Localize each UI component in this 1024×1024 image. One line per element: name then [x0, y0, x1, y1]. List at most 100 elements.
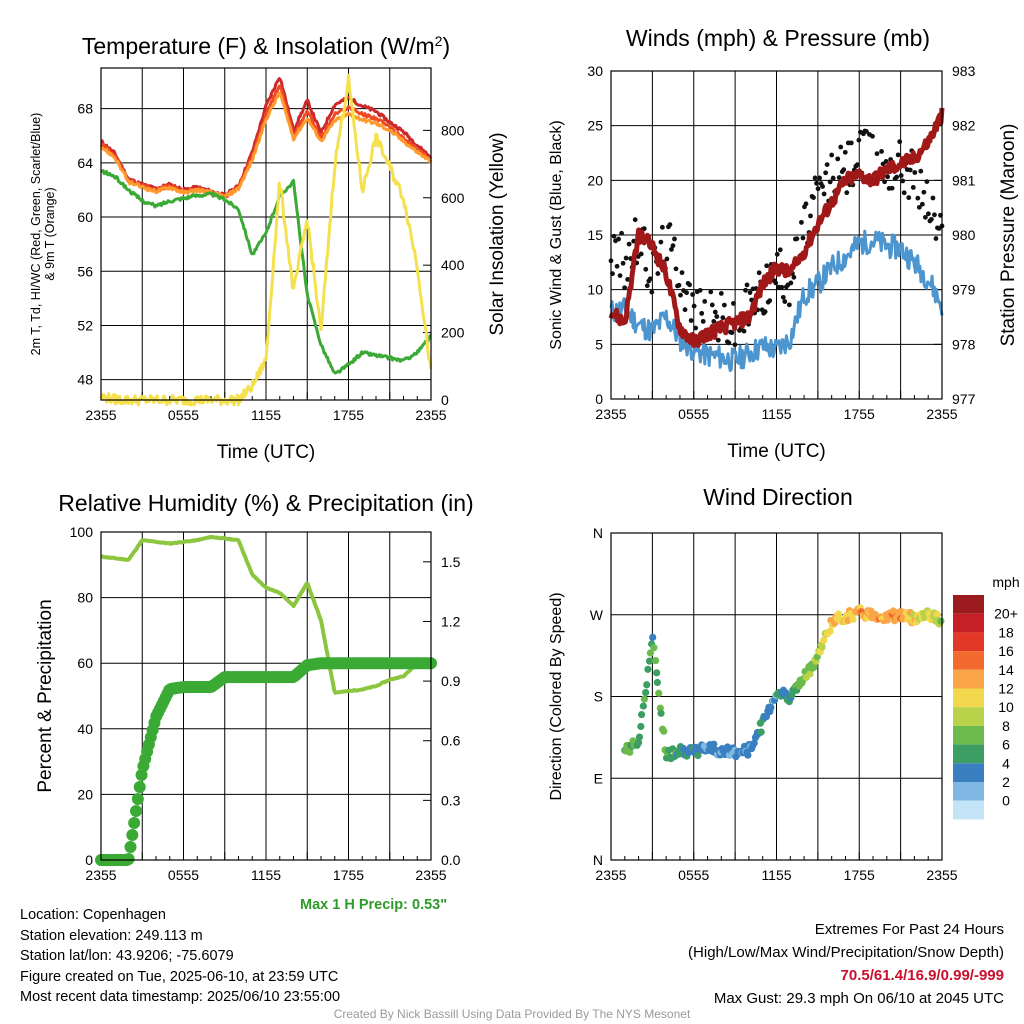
series-point-1	[915, 195, 921, 201]
extremes-fields: (High/Low/Max Wind/Precipitation/Snow De…	[688, 944, 1004, 961]
y-tick-label: 48	[77, 372, 93, 388]
series-point-1	[687, 282, 692, 288]
x-tick-label: 2355	[926, 867, 957, 883]
series-point-1	[835, 156, 841, 162]
series-point-1	[678, 292, 683, 298]
x-tick-label: 2355	[926, 406, 957, 422]
y2-tick-label: 400	[441, 257, 465, 273]
direction-point	[826, 627, 834, 635]
series-point-1	[726, 340, 732, 346]
chart-title: Wind Direction	[703, 484, 853, 510]
series-point-1	[708, 289, 714, 295]
series-point-1	[684, 290, 689, 296]
series-point-1	[625, 277, 631, 282]
series-point-1	[800, 235, 806, 241]
series-point-1	[894, 174, 900, 180]
title-sup: 2	[435, 33, 443, 49]
y-axis-label: 2m T, Td, HI/WC (Red, Green, Scarlet/Blu…	[29, 113, 57, 356]
y-tick-label: 80	[77, 590, 93, 606]
series-point-1	[679, 270, 685, 276]
x-tick-label: 0555	[168, 407, 199, 423]
legend-swatch	[953, 595, 984, 614]
series-point-1	[788, 280, 794, 286]
direction-point	[644, 665, 652, 673]
direction-point	[655, 689, 663, 697]
y-tick-label: N	[593, 852, 603, 868]
series-point-1	[912, 170, 918, 175]
x-tick-label: 2355	[415, 867, 446, 883]
series-point-1	[711, 319, 717, 324]
series-point-1	[774, 251, 780, 257]
series-point-1	[930, 195, 936, 201]
series-point-1	[690, 292, 696, 297]
direction-point	[694, 751, 702, 760]
series-point-1	[921, 189, 927, 195]
figure-created: Figure created on Tue, 2025-06-10, at 23…	[20, 968, 339, 985]
direction-point	[645, 657, 654, 665]
y-tick-label: 15	[587, 227, 603, 243]
direction-point	[849, 615, 857, 623]
series-point-1	[889, 185, 895, 191]
series-point-1	[659, 224, 665, 230]
series-point-1	[670, 243, 676, 249]
series-point-1	[756, 270, 762, 276]
series-point-1	[712, 309, 718, 315]
y2-tick-label: 1.2	[441, 613, 461, 629]
plot-frame	[610, 532, 943, 861]
series-point-1	[808, 213, 813, 219]
series-point-1	[128, 817, 141, 830]
series-point-1	[933, 236, 939, 241]
title-main: Temperature (F) & Insolation (W/m	[82, 33, 435, 59]
y-tick-label: 64	[77, 155, 93, 171]
series-point-1	[848, 140, 854, 146]
y2-axis-label: Solar Insolation (Yellow)	[487, 132, 508, 335]
series-point-1	[709, 302, 715, 308]
series-point-1	[729, 330, 735, 336]
series-point-1	[133, 781, 146, 794]
y-tick-label: 100	[70, 524, 94, 540]
series-point-1	[901, 190, 907, 196]
direction-point	[889, 607, 897, 615]
direction-point	[820, 636, 828, 644]
series-point-1	[693, 325, 699, 331]
legend-swatch	[953, 725, 984, 745]
series-point-1	[842, 149, 848, 155]
y-tick-label: 40	[77, 721, 93, 737]
plot-frame	[610, 70, 943, 400]
series-point-1	[900, 178, 906, 184]
series-point-1	[126, 829, 139, 842]
extremes-info: Extremes For Past 24 Hours (High/Low/Max…	[688, 918, 1004, 1010]
direction-point	[640, 695, 648, 703]
direction-point	[937, 617, 945, 625]
legend-title: mph	[992, 574, 1019, 590]
y2-tick-label: 983	[952, 63, 976, 79]
series-point-1	[614, 263, 620, 269]
legend-label: 12	[998, 681, 1014, 697]
series-point-1	[767, 298, 773, 304]
direction-point	[637, 722, 645, 731]
y2-tick-label: 979	[952, 282, 976, 298]
plot-frame	[100, 67, 432, 401]
direction-point	[649, 633, 657, 641]
series-point-1	[906, 195, 912, 201]
series-point-1	[856, 137, 862, 143]
series-point-1	[620, 260, 626, 266]
x-tick-label: 1155	[251, 407, 281, 423]
plot-frame	[100, 531, 432, 861]
direction-point	[679, 745, 688, 753]
series-point-1	[919, 201, 925, 207]
series-point-1	[743, 287, 748, 293]
series-point-1	[885, 174, 890, 180]
y2-axis-label: Station Pressure (Maroon)	[998, 124, 1019, 347]
series-point-1	[844, 190, 850, 196]
series-point-1	[882, 179, 887, 185]
series-point-1	[780, 294, 786, 300]
y2-tick-label: 1.5	[441, 554, 461, 570]
series-point-1	[879, 149, 884, 154]
max-precip-annotation: Max 1 H Precip: 0.53"	[300, 897, 448, 913]
recent-timestamp: Most recent data timestamp: 2025/06/10 2…	[20, 989, 341, 1005]
y-tick-label: 20	[587, 172, 603, 188]
legend-label: 16	[998, 643, 1014, 659]
y-tick-label: W	[590, 607, 604, 623]
legend-swatch	[953, 651, 984, 670]
